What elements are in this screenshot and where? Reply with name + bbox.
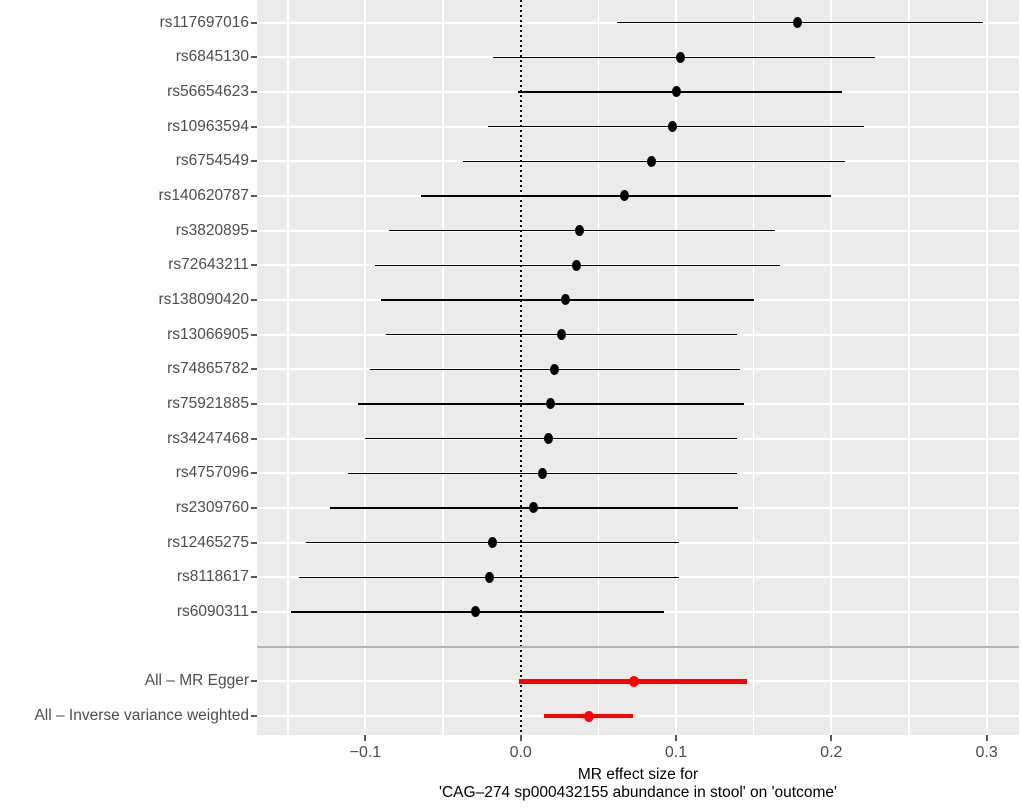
y-axis-tick xyxy=(251,21,257,24)
vertical-major-gridline xyxy=(364,0,367,735)
snp-row-label: rs72643211 xyxy=(168,256,249,274)
y-axis-tick xyxy=(251,90,257,93)
snp-row-label: rs75921885 xyxy=(167,394,249,412)
x-axis-title-line1: MR effect size for xyxy=(577,766,699,783)
y-axis-tick xyxy=(251,264,257,267)
vertical-minor-gridline xyxy=(597,0,600,735)
snp-row-label: rs3820895 xyxy=(175,221,249,239)
x-axis-tick xyxy=(519,735,522,741)
vertical-minor-gridline xyxy=(908,0,910,735)
point-estimate xyxy=(550,363,560,375)
y-axis-tick xyxy=(251,160,257,163)
snp-row-label: rs4757096 xyxy=(175,464,249,482)
x-axis-tick xyxy=(830,735,833,741)
snp-row-label: rs6845130 xyxy=(175,48,249,66)
plot-panel xyxy=(257,0,1019,735)
snp-row-label: rs2309760 xyxy=(175,498,249,516)
snp-row-label: rs6754549 xyxy=(175,152,249,170)
y-axis-tick xyxy=(251,229,257,232)
point-estimate xyxy=(629,675,640,687)
point-estimate xyxy=(488,537,498,549)
vertical-major-gridline xyxy=(675,0,677,735)
summary-row-label: All – MR Egger xyxy=(144,672,249,690)
snp-row-label: rs8118617 xyxy=(176,568,249,586)
point-estimate xyxy=(485,571,495,583)
zero-reference-line xyxy=(519,0,522,735)
separator-line xyxy=(257,645,1019,648)
x-axis-title-line2: 'CAG–274 sp000432155 abundance in stool'… xyxy=(439,784,837,801)
snp-row-label: rs13066905 xyxy=(167,325,249,343)
y-axis-tick xyxy=(251,368,257,371)
point-estimate xyxy=(528,502,538,514)
point-estimate xyxy=(671,86,681,98)
x-axis-tick-label: 0.1 xyxy=(664,744,688,761)
point-estimate xyxy=(537,467,547,479)
point-estimate xyxy=(544,433,554,445)
y-axis-tick xyxy=(251,125,257,128)
point-estimate xyxy=(572,259,582,271)
snp-row-label: rs74865782 xyxy=(167,360,249,378)
point-estimate xyxy=(792,17,802,29)
y-axis-tick xyxy=(251,437,257,440)
point-estimate xyxy=(646,155,656,167)
point-estimate xyxy=(620,190,630,202)
y-axis-tick xyxy=(251,402,257,405)
horizontal-gridline xyxy=(257,715,1019,717)
vertical-minor-gridline xyxy=(752,0,755,735)
point-estimate xyxy=(471,606,481,618)
y-axis-tick xyxy=(251,194,257,197)
snp-row-label: rs12465275 xyxy=(167,533,249,551)
x-axis-tick-label: 0.0 xyxy=(509,744,532,761)
y-axis-tick xyxy=(251,715,257,717)
point-estimate xyxy=(556,329,566,341)
point-estimate xyxy=(575,225,585,237)
snp-row-label: rs6090311 xyxy=(176,602,249,620)
point-estimate xyxy=(561,294,571,306)
y-axis-tick xyxy=(251,541,257,544)
snp-row-label: rs140620787 xyxy=(158,186,250,204)
y-axis-tick xyxy=(251,298,257,301)
x-axis-tick-label: 0.3 xyxy=(975,744,998,761)
vertical-minor-gridline xyxy=(287,0,289,735)
point-estimate xyxy=(545,398,555,410)
vertical-minor-gridline xyxy=(442,0,444,735)
y-axis-tick xyxy=(251,56,257,59)
snp-row-label: rs117697016 xyxy=(159,13,249,31)
snp-row-label: rs138090420 xyxy=(158,290,250,308)
x-axis-tick-label: −0.1 xyxy=(349,744,382,761)
x-axis-tick xyxy=(985,735,988,741)
point-estimate xyxy=(668,121,678,133)
y-axis-tick xyxy=(251,506,257,509)
vertical-major-gridline xyxy=(830,0,833,735)
y-axis-tick xyxy=(251,610,257,613)
summary-row-label: All – Inverse variance weighted xyxy=(34,707,249,724)
y-axis-tick xyxy=(251,333,257,336)
snp-row-label: rs10963594 xyxy=(167,117,249,135)
x-axis-tick xyxy=(364,735,367,741)
point-estimate xyxy=(676,51,686,63)
y-axis-tick xyxy=(251,576,257,579)
snp-row-label: rs56654623 xyxy=(167,82,249,100)
y-axis-tick xyxy=(251,472,257,475)
x-axis-tick-label: 0.2 xyxy=(820,744,843,761)
point-estimate xyxy=(584,710,595,722)
vertical-major-gridline xyxy=(985,0,988,735)
snp-row-label: rs34247468 xyxy=(167,429,249,447)
y-axis-tick xyxy=(251,680,257,683)
x-axis-tick xyxy=(675,735,677,741)
